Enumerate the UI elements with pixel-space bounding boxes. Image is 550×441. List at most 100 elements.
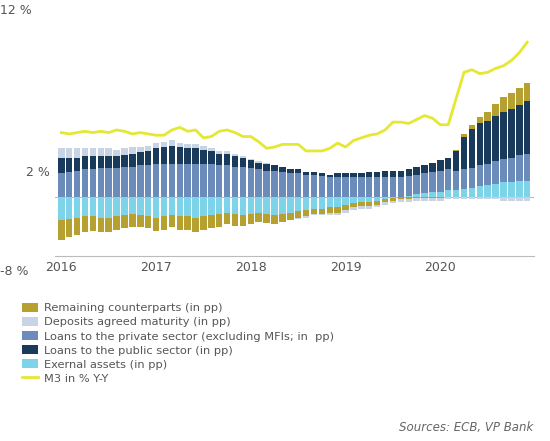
Bar [177, 164, 183, 197]
Bar [405, 195, 412, 197]
Bar [200, 149, 207, 164]
Bar [358, 197, 365, 202]
Bar [421, 173, 428, 193]
Bar [429, 191, 436, 197]
Bar [334, 173, 341, 177]
Bar [508, 183, 515, 197]
Bar [58, 173, 64, 197]
Bar [74, 218, 80, 235]
Bar [82, 148, 88, 156]
Bar [271, 197, 278, 215]
Bar [429, 197, 436, 198]
Bar [461, 197, 468, 199]
Bar [469, 197, 475, 199]
Bar [177, 197, 183, 217]
Bar [414, 167, 420, 175]
Bar [97, 156, 104, 168]
Bar [184, 164, 191, 197]
Bar [366, 172, 372, 177]
Bar [287, 169, 294, 173]
Bar [271, 165, 278, 171]
Bar [516, 88, 522, 105]
Bar [303, 197, 309, 210]
Bar [485, 185, 491, 197]
Bar [271, 215, 278, 224]
Bar [200, 217, 207, 230]
Bar [240, 157, 246, 167]
Bar [66, 148, 73, 157]
Bar [106, 156, 112, 168]
Bar [414, 194, 420, 197]
Bar [184, 148, 191, 164]
Bar [469, 125, 475, 129]
Bar [106, 168, 112, 197]
Bar [485, 197, 491, 199]
Bar [374, 205, 381, 207]
Bar [453, 149, 459, 151]
Bar [327, 197, 333, 207]
Bar [106, 218, 112, 232]
Bar [263, 164, 270, 171]
Bar [66, 219, 73, 237]
Bar [200, 164, 207, 197]
Bar [500, 197, 507, 201]
Bar [445, 197, 452, 199]
Bar [350, 173, 357, 177]
Bar [113, 156, 120, 168]
Bar [437, 191, 443, 197]
Bar [476, 117, 483, 123]
Bar [145, 151, 151, 165]
Bar [398, 177, 404, 197]
Bar [287, 197, 294, 213]
Bar [358, 202, 365, 206]
Bar [137, 197, 144, 215]
Bar [476, 123, 483, 165]
Bar [263, 163, 270, 164]
Bar [248, 214, 254, 224]
Bar [350, 207, 357, 210]
Bar [414, 175, 420, 194]
Bar [508, 93, 515, 109]
Bar [216, 197, 222, 214]
Bar [429, 163, 436, 172]
Bar [303, 175, 309, 197]
Bar [248, 197, 254, 214]
Bar [232, 197, 238, 214]
Bar [248, 160, 254, 168]
Bar [311, 175, 317, 197]
Bar [421, 165, 428, 173]
Bar [216, 165, 222, 197]
Bar [177, 147, 183, 164]
Bar [74, 171, 80, 197]
Bar [161, 197, 167, 217]
Bar [516, 181, 522, 197]
Bar [192, 197, 199, 218]
Bar [97, 168, 104, 197]
Bar [200, 197, 207, 217]
Bar [358, 177, 365, 197]
Bar [382, 177, 388, 197]
Bar [524, 153, 530, 181]
Bar [445, 169, 452, 190]
Bar [279, 197, 285, 214]
Bar [74, 197, 80, 218]
Bar [437, 171, 443, 191]
Bar [192, 148, 199, 164]
Bar [279, 167, 285, 172]
Bar [524, 181, 530, 197]
Legend: Remaining counterparts (in pp), Deposits agreed maturity (in pp), Loans to the p: Remaining counterparts (in pp), Deposits… [23, 303, 334, 384]
Bar [263, 171, 270, 197]
Bar [492, 184, 499, 197]
Bar [145, 146, 151, 151]
Bar [461, 134, 468, 137]
Bar [318, 197, 325, 209]
Bar [492, 116, 499, 161]
Bar [161, 142, 167, 147]
Bar [492, 104, 499, 116]
Bar [358, 206, 365, 209]
Bar [437, 198, 443, 201]
Bar [113, 149, 120, 156]
Bar [256, 163, 262, 169]
Bar [256, 169, 262, 197]
Bar [327, 207, 333, 213]
